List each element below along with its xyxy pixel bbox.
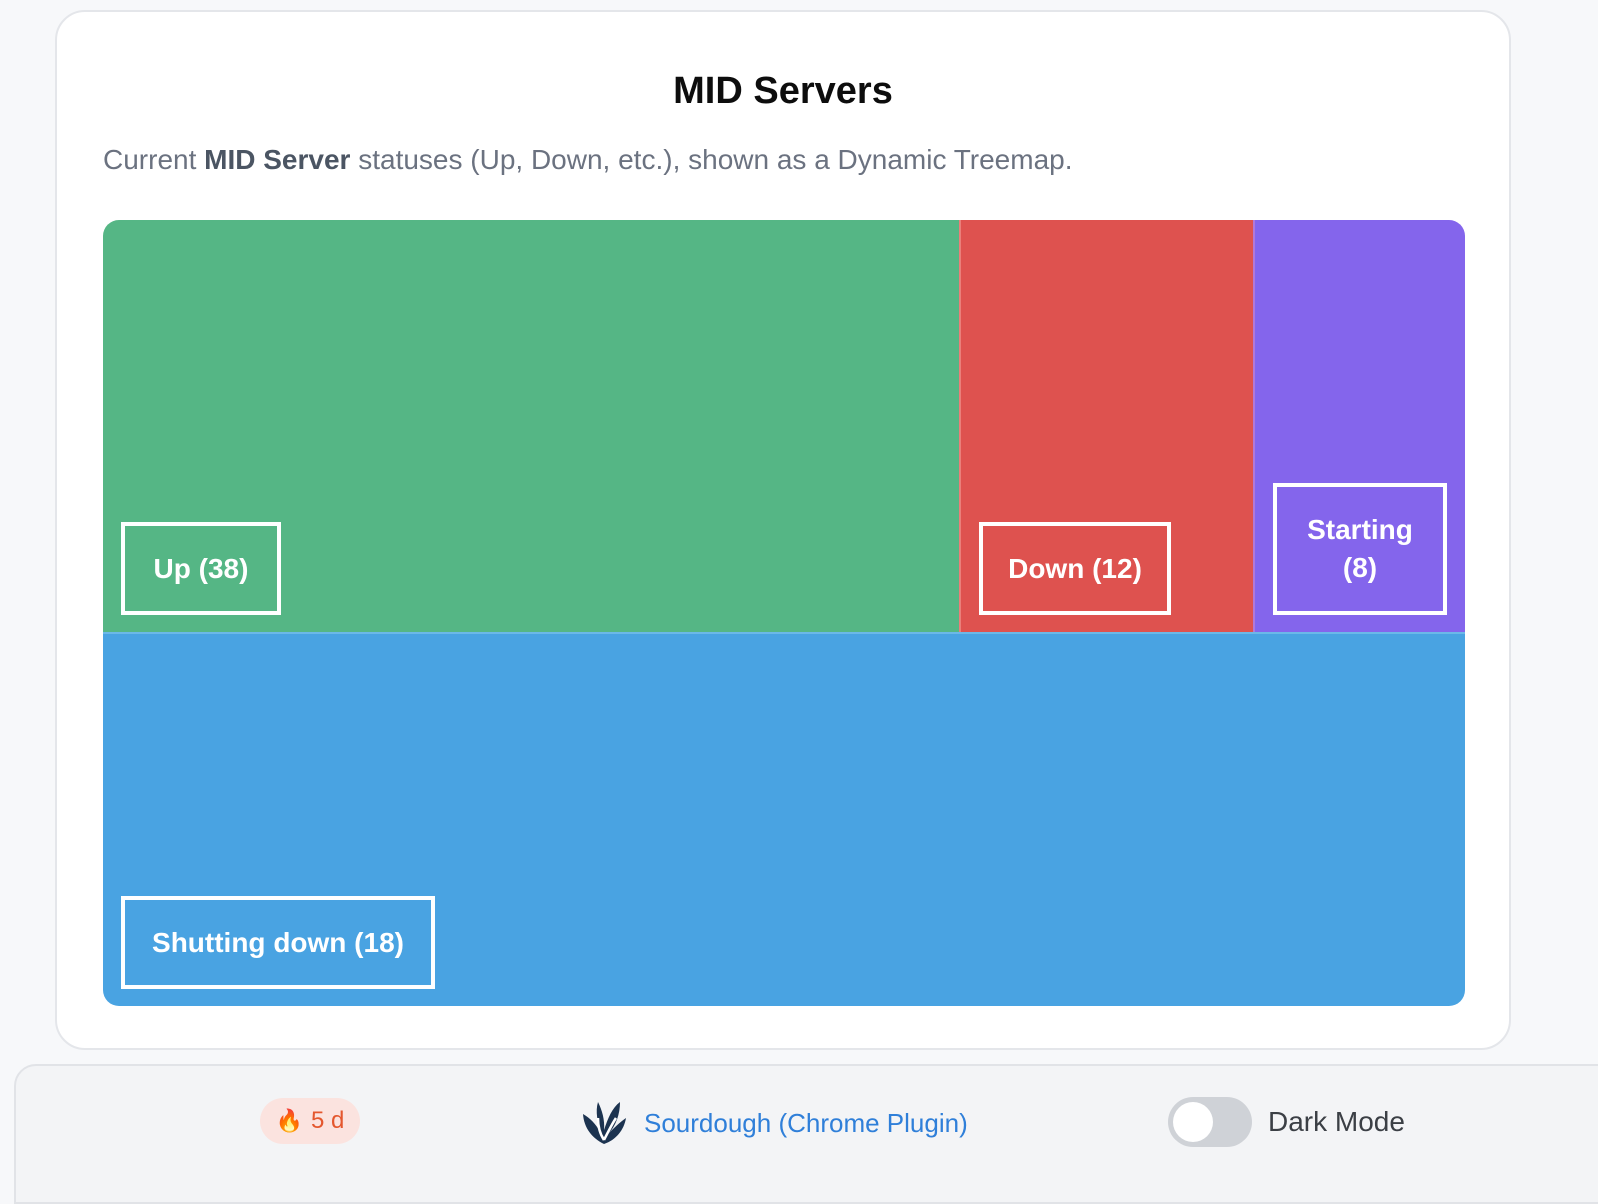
treemap-cell-down[interactable]: Down (12) [961,220,1255,632]
dark-mode-label: Dark Mode [1268,1106,1405,1137]
treemap-label-up[interactable]: Up (38) [121,522,281,615]
plugin-link-text: Sourdough (Chrome Plugin) [644,1107,968,1138]
sourdough-plugin-link[interactable]: Sourdough (Chrome Plugin) [578,1096,968,1150]
mid-servers-card: MID Servers Current MID Server statuses … [55,10,1511,1050]
description-suffix: statuses (Up, Down, etc.), shown as a Dy… [350,144,1073,175]
treemap-label-shutting-down[interactable]: Shutting down (18) [121,896,435,989]
treemap-label-starting[interactable]: Starting (8) [1273,483,1447,615]
description-prefix: Current [103,144,205,175]
toggle-knob [1173,1102,1213,1142]
card-title: MID Servers [673,70,893,112]
streak-text: 5 d [311,1107,345,1134]
fire-icon: 🔥 [275,1108,304,1133]
treemap-cell-up[interactable]: Up (38) [103,220,961,632]
footer-bar: 🔥 5 d Sourdough (Chrome Plugin) Dark Mod… [14,1064,1598,1204]
starting-label-line1: Starting [1307,514,1413,545]
description-bold: MID Server [204,144,351,175]
treemap-cell-shutting-down[interactable]: Shutting down (18) [103,632,1465,1006]
treemap-cell-starting[interactable]: Starting (8) [1255,220,1465,632]
treemap-label-down[interactable]: Down (12) [979,522,1171,615]
status-treemap: Up (38) Down (12) Starting (8) Shutting … [103,220,1465,1006]
streak-badge[interactable]: 🔥 5 d [260,1098,360,1144]
dark-mode-toggle[interactable] [1168,1097,1252,1147]
card-description: Current MID Server statuses (Up, Down, e… [103,144,1073,176]
dark-mode-control: Dark Mode [1168,1096,1405,1148]
sourdough-logo-icon [578,1094,630,1153]
starting-label-line2: (8) [1342,552,1378,583]
